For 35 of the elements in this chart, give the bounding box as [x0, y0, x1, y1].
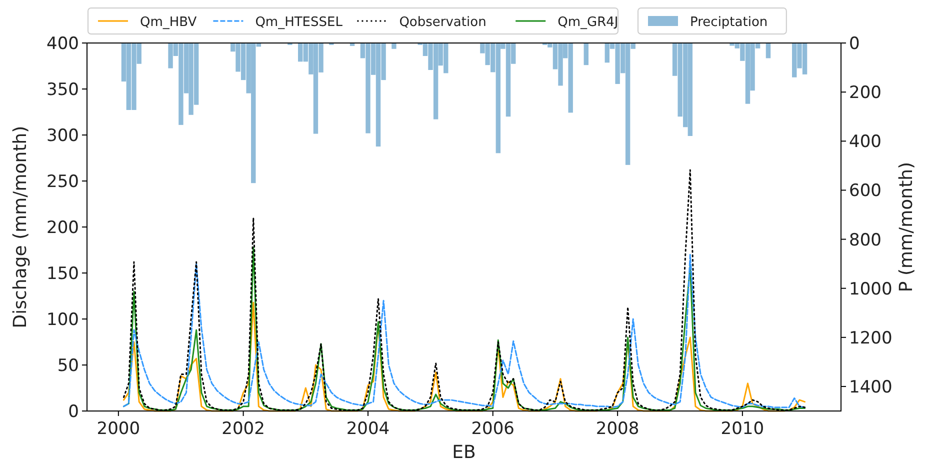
legend-label: Qm_HTESSEL: [255, 15, 344, 30]
y2-tick-label: 600: [849, 181, 882, 202]
line-series: [122, 302, 806, 412]
y2-tick-label: 0: [849, 34, 860, 54]
legend-label: Qm_HBV: [140, 15, 197, 30]
bar: [392, 43, 396, 49]
x-tick-label: 2002: [222, 419, 265, 439]
y2-tick-label: 1200: [849, 328, 892, 348]
y-tick-label: 0: [68, 402, 79, 422]
y-tick-label: 100: [46, 310, 79, 330]
y2-tick-label: 1000: [849, 279, 892, 300]
y2-tick-label: 400: [849, 132, 882, 152]
x-tick-label: 2000: [96, 419, 140, 439]
bar: [766, 43, 771, 58]
legend-label: Preciptation: [690, 15, 768, 30]
y-axis-title: Dischage (mm/month): [10, 126, 31, 328]
y-tick-label: 150: [46, 264, 79, 284]
bar: [584, 43, 588, 66]
legend-label: Qm_GR4J: [558, 15, 618, 30]
y-tick-label: 250: [46, 172, 79, 192]
x-tick-label: 2008: [596, 419, 640, 439]
y-tick-label: 350: [46, 80, 79, 100]
y-tick-label: 400: [46, 34, 79, 54]
legend-label: Qobservation: [399, 15, 486, 30]
y-tick-label: 50: [57, 356, 79, 376]
x-tick-label: 2010: [720, 419, 764, 439]
y2-tick-label: 800: [849, 230, 882, 250]
y-tick-label: 200: [46, 218, 79, 238]
y2-tick-label: 200: [849, 83, 882, 104]
x-axis-title: EB: [452, 442, 476, 463]
x-tick-label: 2004: [346, 419, 390, 439]
x-tick-label: 2006: [471, 419, 514, 439]
y2-tick-label: 1400: [849, 377, 892, 398]
y2-axis-title: P (mm/month): [896, 162, 917, 292]
y-tick-label: 300: [46, 126, 79, 146]
